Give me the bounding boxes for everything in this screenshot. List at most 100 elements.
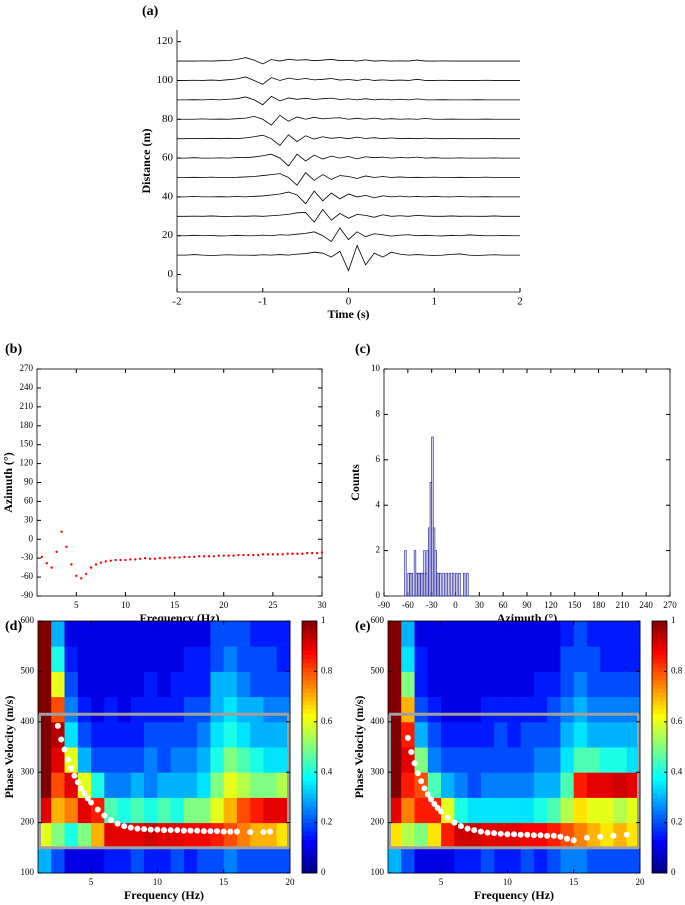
heatmap-cell (210, 772, 225, 798)
pick-point (404, 734, 411, 741)
point (242, 553, 245, 557)
pick-point (134, 825, 141, 832)
colorbar-step (302, 868, 317, 874)
pick-point (194, 827, 201, 834)
heatmap-cell (223, 772, 238, 798)
point (124, 558, 127, 562)
colorbar-step (302, 831, 317, 836)
x-tick-label: -60 (402, 600, 414, 610)
pick-point (557, 833, 564, 840)
heatmap-cell (104, 696, 119, 723)
y-tick-label: 200 (371, 817, 385, 827)
pick-point (81, 790, 88, 797)
panel-label: (c) (355, 342, 371, 357)
point (153, 557, 157, 560)
heatmap-cell (600, 696, 614, 723)
heatmap-cell (560, 747, 575, 773)
heatmap-cell (560, 822, 575, 849)
heatmap-cell (38, 797, 52, 824)
heatmap-cell (441, 847, 455, 874)
heatmap-cell (586, 621, 601, 647)
bar (431, 436, 434, 597)
y-tick-label: 400 (21, 716, 35, 726)
heatmap-cell (144, 772, 158, 798)
heatmap-cell (560, 772, 575, 798)
trace (177, 208, 520, 223)
heatmap-cell (263, 696, 278, 723)
heatmap-cell (250, 646, 264, 672)
heatmap-cell (613, 621, 628, 647)
heatmap-cell (263, 772, 278, 798)
colorbar-step (302, 780, 317, 786)
colorbar-step (652, 654, 667, 660)
y-tick-label: 60 (24, 495, 34, 505)
heatmap-cell (547, 621, 561, 647)
heatmap-cell (250, 772, 264, 798)
heatmap-cell (77, 747, 92, 773)
y-tick-label: 8 (376, 408, 381, 418)
heatmap-cell (144, 646, 158, 672)
x-tick-label: 5 (89, 877, 94, 887)
heatmap-cell (77, 721, 92, 748)
pick-point (180, 827, 187, 834)
colorbar-step (302, 625, 317, 630)
heatmap-cell (51, 772, 66, 798)
heatmap-cell (263, 671, 278, 698)
pick-point (491, 830, 498, 837)
colorbar-step (302, 793, 317, 798)
panel-label: (b) (5, 342, 22, 357)
colorbar-step (302, 789, 317, 794)
colorbar-tick-label: 1 (321, 615, 326, 625)
y-tick-label: 80 (162, 113, 174, 125)
colorbar-step (302, 726, 317, 731)
heatmap-cell (197, 646, 211, 672)
colorbar-tick-label: 0.6 (321, 716, 333, 726)
heatmap-cell (507, 772, 522, 798)
heatmap-cell (38, 747, 52, 773)
heatmap-cell (533, 772, 548, 798)
colorbar-step (302, 810, 317, 815)
heatmap-cell (170, 696, 185, 723)
heatmap-cell (427, 671, 442, 698)
heatmap-cell (494, 646, 508, 672)
heatmap-cell (613, 696, 628, 723)
heatmap-cell (414, 621, 429, 647)
heatmap-cell (573, 621, 588, 647)
colorbar-step (652, 675, 667, 681)
heatmap-cell (117, 646, 132, 672)
heatmap-cell (480, 797, 495, 824)
heatmap-cell (130, 671, 145, 698)
trace (177, 190, 520, 205)
trace (177, 153, 520, 167)
colorbar-step (652, 797, 667, 803)
pick-point (451, 819, 458, 826)
pick-point (207, 828, 214, 835)
panel-label: (e) (355, 619, 371, 634)
point (40, 555, 44, 559)
heatmap-cell (130, 721, 145, 748)
colorbar-step (652, 860, 667, 866)
heatmap-cell (38, 847, 52, 874)
heatmap-cell (414, 747, 429, 773)
colorbar-step (302, 663, 317, 668)
heatmap-cell (427, 696, 442, 723)
heatmap-cell (454, 671, 469, 698)
point (247, 553, 250, 557)
colorbar-step (652, 700, 667, 706)
colorbar-step (652, 856, 667, 861)
heatmap-cell (263, 822, 278, 849)
colorbar-step (652, 755, 667, 761)
colorbar-step (302, 730, 317, 735)
pick-point (421, 785, 428, 792)
colorbar-step (652, 868, 667, 874)
heatmap-cell (263, 721, 278, 748)
pick-point (147, 826, 154, 833)
heatmap-cell (560, 671, 575, 698)
colorbar-step (302, 633, 317, 639)
colorbar-step (302, 864, 317, 870)
heatmap-cell (441, 621, 455, 647)
pick-point (411, 760, 418, 767)
colorbar-step (652, 663, 667, 668)
pick-point (444, 814, 451, 821)
heatmap-cell (64, 721, 79, 748)
